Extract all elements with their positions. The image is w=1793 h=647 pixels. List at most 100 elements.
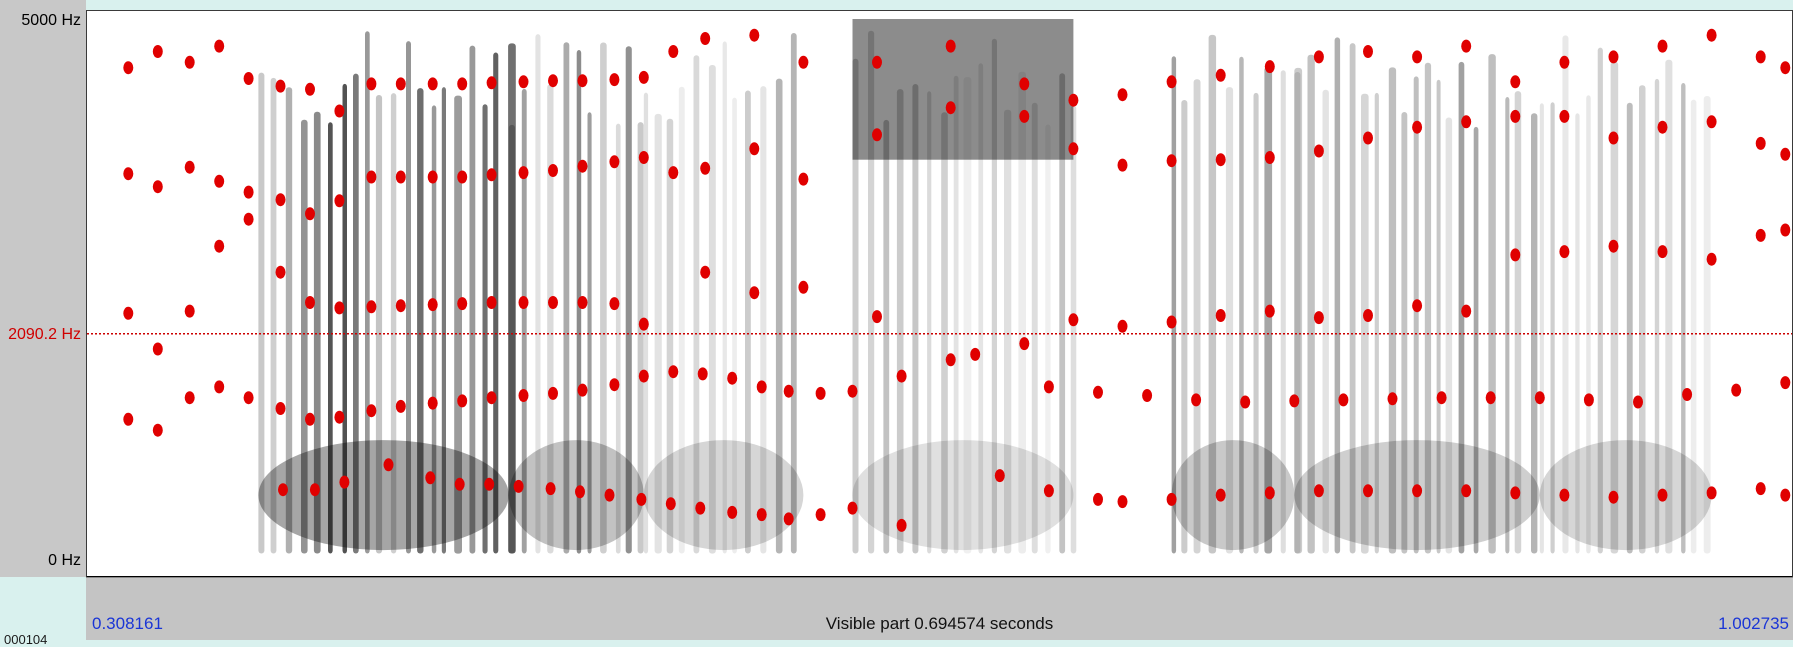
formant-dot-f5-7 xyxy=(334,104,345,118)
formant-dot-f4-3 xyxy=(214,174,225,188)
formant-dot-f2-35 xyxy=(1436,391,1447,405)
freq-top-label: 5000 Hz xyxy=(21,12,81,29)
formant-dot-f1-35 xyxy=(1706,486,1717,500)
formant-dot-f4-2 xyxy=(184,160,195,174)
time-bar[interactable]: 0.308161 Visible part 0.694574 seconds 1… xyxy=(86,577,1793,640)
energy-striation-0-19 xyxy=(508,43,516,554)
energy-striation-2-9 xyxy=(760,86,767,554)
formant-dot-f1-37 xyxy=(1780,488,1791,502)
energy-striation-3-0 xyxy=(852,58,859,554)
formant-dot-f3-17 xyxy=(638,317,649,331)
formant-dot-f5-31 xyxy=(1363,45,1373,58)
energy-striation-1-0 xyxy=(508,124,515,554)
formant-dot-f1-28 xyxy=(1363,484,1373,498)
energy-striation-3-2 xyxy=(883,119,890,554)
formant-dot-f4-6 xyxy=(305,207,315,221)
energy-striation-0-7 xyxy=(353,73,359,554)
energy-striation-3-15 xyxy=(1059,73,1066,554)
formant-dot-f4-16 xyxy=(609,155,620,169)
formant-dot-f3-11 xyxy=(457,297,468,311)
energy-striation-3-8 xyxy=(963,77,972,554)
formant-dot-f4-9 xyxy=(395,170,406,184)
formant-dot-f3-34 xyxy=(1559,245,1570,259)
formant-dot-f3-7 xyxy=(334,301,345,315)
formant-dot-f2-18 xyxy=(668,365,679,379)
formant-dot-f4-21 xyxy=(798,172,809,186)
formant-dot-f5-13 xyxy=(518,75,529,89)
spectrogram-view[interactable] xyxy=(86,10,1793,578)
formant-dot-f4-4 xyxy=(243,185,254,199)
formant-dot-f2-28 xyxy=(1093,385,1103,399)
formant-dot-f4-12 xyxy=(486,168,497,182)
formant-dot-f5-15 xyxy=(577,74,588,88)
energy-striation-6-4 xyxy=(1586,95,1591,554)
formant-dot-f2-40 xyxy=(1682,388,1693,401)
energy-striation-6-12 xyxy=(1690,99,1697,554)
formant-dot-f5-37 xyxy=(1657,39,1668,53)
energy-striation-4-3 xyxy=(1208,34,1217,554)
formant-dot-f1-25 xyxy=(1215,488,1226,502)
energy-striation-5-2 xyxy=(1322,89,1329,554)
energy-striation-1-1 xyxy=(521,88,527,554)
formant-dot-f3-10 xyxy=(427,298,438,312)
formant-dot-f5-10 xyxy=(427,77,438,91)
formant-dot-f5-38 xyxy=(1706,28,1717,42)
time-end-label[interactable]: 1.002735 xyxy=(1718,614,1789,633)
formant-dot-f5-34 xyxy=(1510,75,1521,89)
energy-striation-5-4 xyxy=(1349,43,1356,554)
energy-striation-4-5 xyxy=(1239,56,1244,554)
bottom-left-cell: 000104 xyxy=(0,577,86,647)
formant-dot-f1-11 xyxy=(636,492,647,506)
visible-part-label[interactable]: Visible part 0.694574 seconds xyxy=(825,614,1054,633)
formant-dot-f1-32 xyxy=(1559,488,1570,502)
formant-dot-f4-35 xyxy=(1559,109,1570,123)
formant-dot-f3-37 xyxy=(1706,252,1717,266)
energy-striation-0-16 xyxy=(469,45,476,554)
formant-dot-f5-24 xyxy=(1019,77,1030,91)
formant-dot-f1-17 xyxy=(815,508,826,522)
formant-dot-f5-19 xyxy=(700,32,711,45)
energy-striation-0-9 xyxy=(375,95,383,554)
formant-dot-f5-4 xyxy=(243,72,254,85)
formant-dot-f3-39 xyxy=(1780,223,1791,237)
formant-dot-f2-29 xyxy=(1142,389,1153,402)
energy-striation-4-9 xyxy=(1294,67,1303,554)
formant-dot-f4-19 xyxy=(700,161,711,175)
energy-striation-0-3 xyxy=(301,119,308,554)
spectrogram-canvas xyxy=(87,19,1792,554)
energy-low-band-4 xyxy=(1171,440,1295,551)
energy-striation-5-11 xyxy=(1436,79,1441,554)
formant-dot-f2-16 xyxy=(609,378,620,392)
energy-striation-4-8 xyxy=(1280,70,1286,554)
energy-striation-5-16 xyxy=(1505,97,1510,554)
energy-striation-6-0 xyxy=(1539,103,1544,554)
energy-low-band-3 xyxy=(852,440,1074,551)
formant-dot-f2-26 xyxy=(970,347,981,361)
formant-dot-f2-22 xyxy=(783,384,794,398)
formant-dot-f1-5 xyxy=(454,477,465,491)
formant-dot-f3-5 xyxy=(275,265,286,279)
formant-dot-f4-8 xyxy=(366,170,377,184)
formant-dot-f3-25 xyxy=(1117,319,1128,333)
formant-dot-f2-5 xyxy=(275,402,286,415)
formant-dot-f5-18 xyxy=(668,45,679,58)
formant-dot-f3-18 xyxy=(700,265,711,279)
energy-striation-3-13 xyxy=(1031,102,1038,554)
formant-dot-f1-4 xyxy=(425,471,436,485)
formant-dot-f4-38 xyxy=(1706,115,1717,129)
formant-dot-f3-32 xyxy=(1461,304,1472,318)
energy-striation-1-4 xyxy=(563,42,570,554)
formant-dot-f4-32 xyxy=(1412,120,1423,134)
formant-dot-f4-20 xyxy=(749,142,760,156)
formant-dot-f5-26 xyxy=(1117,88,1128,102)
energy-striation-2-5 xyxy=(708,65,716,554)
formant-dot-f1-21 xyxy=(1043,484,1054,498)
formant-dot-f2-36 xyxy=(1485,391,1496,405)
energy-striation-0-4 xyxy=(313,111,321,554)
formant-dot-f4-11 xyxy=(457,170,468,184)
formant-dot-f1-30 xyxy=(1461,484,1472,498)
formant-dot-f5-39 xyxy=(1755,50,1766,64)
formant-dot-f1-20 xyxy=(994,469,1005,483)
time-start-label[interactable]: 0.308161 xyxy=(92,614,163,633)
energy-striation-3-16 xyxy=(1070,105,1077,554)
